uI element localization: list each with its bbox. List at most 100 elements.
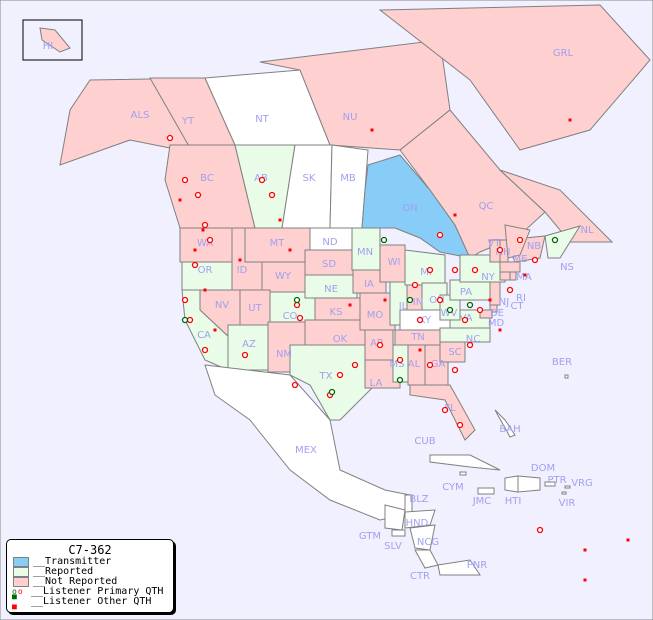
legend-label: __Listener Other QTH	[31, 596, 152, 607]
listener-primary-marker	[406, 296, 414, 304]
region-label-ok: OK	[333, 334, 348, 345]
region-label-fl: FL	[444, 403, 456, 414]
listener-primary-marker	[516, 236, 524, 244]
region-label-mi: MI	[420, 267, 432, 278]
region-label-ia: IA	[364, 279, 374, 290]
region-label-ne: NE	[324, 284, 338, 295]
listener-primary-marker	[181, 316, 189, 324]
listener-primary-marker	[336, 371, 344, 379]
region-label-bc: BC	[200, 173, 214, 184]
region-label-wi: WI	[388, 257, 401, 268]
region-on	[361, 154, 471, 259]
listener-primary-marker	[436, 296, 444, 304]
region-label-hti: HTI	[505, 496, 522, 507]
region-label-mo: MO	[367, 310, 384, 321]
circle-marker-icon: oo	[12, 587, 24, 596]
listener-primary-marker	[451, 366, 459, 374]
listener-primary-marker	[441, 406, 449, 414]
region-label-mt: MT	[270, 238, 286, 249]
region-label-gtm: GTM	[359, 531, 381, 542]
region-label-sc: SC	[448, 347, 461, 358]
region-label-vrg: VRG	[571, 478, 593, 489]
legend-primary-qth: oo __Listener Primary QTH	[7, 587, 173, 597]
listener-primary-marker	[551, 236, 559, 244]
region-label-or: OR	[198, 265, 213, 276]
square-marker-icon: ■ ■	[12, 592, 18, 611]
listener-primary-marker	[416, 316, 424, 324]
region-label-nb: NB	[527, 241, 541, 252]
listener-primary-marker	[531, 256, 539, 264]
listener-primary-marker	[466, 341, 474, 349]
listener-other-marker	[193, 248, 197, 252]
listener-primary-marker	[181, 296, 189, 304]
region-label-ma: MA	[516, 272, 532, 283]
listener-primary-marker	[376, 341, 384, 349]
region-label-blz: BLZ	[409, 494, 428, 505]
listener-primary-marker	[293, 296, 301, 304]
region-pnr	[437, 559, 481, 576]
listener-primary-marker	[186, 316, 194, 324]
listener-primary-marker	[194, 191, 202, 199]
region-cym	[459, 471, 467, 476]
region-md	[479, 309, 493, 319]
region-hnd	[404, 509, 436, 529]
region-label-vt: VT	[488, 238, 502, 249]
region-label-ns: NS	[560, 262, 574, 273]
listener-other-marker	[201, 228, 205, 232]
reported-swatch	[13, 567, 29, 577]
region-label-cym: CYM	[442, 482, 464, 493]
region-label-nm: NM	[276, 349, 292, 360]
region-label-az: AZ	[242, 339, 256, 350]
region-label-ga: GA	[431, 359, 446, 370]
region-ri	[509, 271, 517, 281]
region-nj	[489, 281, 501, 306]
region-ma	[499, 261, 521, 273]
region-label-ms: MS	[390, 359, 405, 370]
not-reported-swatch	[13, 577, 29, 587]
listener-other-marker	[453, 213, 457, 217]
region-label-id: ID	[237, 265, 248, 276]
region-label-me: ME	[513, 254, 528, 265]
region-label-nt: NT	[255, 114, 269, 125]
legend-label: __Transmitter	[33, 556, 112, 567]
region-label-nj: NJ	[499, 297, 509, 308]
listener-other-marker	[370, 128, 374, 132]
region-label-ri: RI	[516, 293, 526, 304]
listener-primary-marker	[291, 381, 299, 389]
listener-primary-marker	[380, 236, 388, 244]
listener-primary-marker	[296, 314, 304, 322]
listener-other-marker	[203, 288, 207, 292]
region-label-ny: NY	[481, 272, 495, 283]
listener-primary-marker	[351, 361, 359, 369]
region-label-wa: WA	[197, 238, 213, 249]
region-label-hi: HI	[43, 41, 53, 52]
region-label-sk: SK	[303, 173, 316, 184]
region-dom	[517, 475, 541, 493]
region-label-slv: SLV	[384, 541, 402, 552]
region-label-ct: CT	[510, 301, 524, 312]
listener-primary-marker	[466, 301, 474, 309]
listener-primary-marker	[456, 421, 464, 429]
region-label-yt: YT	[181, 116, 195, 127]
region-vrg	[564, 485, 571, 489]
listener-other-marker	[568, 118, 572, 122]
region-label-nv: NV	[215, 300, 229, 311]
region-ber	[564, 374, 569, 379]
listener-primary-marker	[471, 266, 479, 274]
listener-primary-marker	[426, 361, 434, 369]
listener-other-marker	[238, 258, 242, 262]
legend-other-qth: ■ ■ __Listener Other QTH	[7, 592, 173, 611]
legend: C7-362 __Transmitter __Reported __Not Re…	[6, 539, 174, 613]
region-label-wv: WV	[441, 308, 458, 319]
region-label-tn: TN	[410, 332, 425, 343]
region-label-nu: NU	[343, 112, 358, 123]
listener-primary-marker	[396, 356, 404, 364]
listener-primary-marker	[461, 316, 469, 324]
region-grl	[378, 4, 651, 151]
region-ct	[499, 271, 511, 281]
region-label-nh: NH	[496, 247, 511, 258]
region-gtm	[384, 504, 406, 531]
listener-other-marker	[288, 248, 292, 252]
region-ns	[544, 225, 582, 259]
